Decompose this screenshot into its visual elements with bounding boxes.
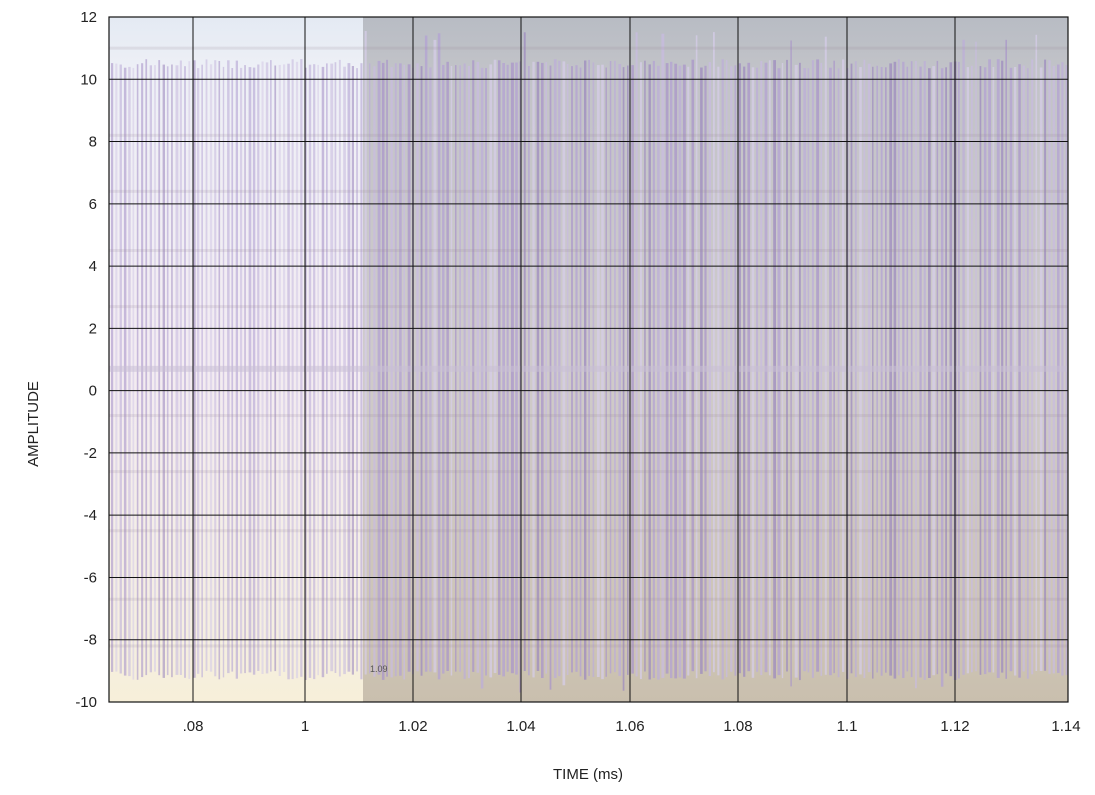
y-tick-label: 8 xyxy=(89,134,97,151)
x-axis-ticks: .08 1 1.02 1.04 1.06 1.08 1.1 1.12 1.14 xyxy=(183,718,1081,735)
x-tick-label: 1.14 xyxy=(1051,718,1080,735)
y-tick-label: -8 xyxy=(84,632,97,649)
y-tick-label: 6 xyxy=(89,196,97,213)
pulse-train-series xyxy=(109,31,1068,693)
x-axis-label: TIME (ms) xyxy=(553,766,623,783)
y-tick-label: 12 xyxy=(80,9,97,26)
x-tick-label: 1.04 xyxy=(506,718,535,735)
y-tick-label: 4 xyxy=(89,258,97,275)
x-tick-label: 1.1 xyxy=(837,718,858,735)
y-tick-label: -10 xyxy=(75,694,97,711)
x-tick-label: 1.08 xyxy=(723,718,752,735)
y-tick-label: -4 xyxy=(84,507,97,524)
y-axis-label: AMPLITUDE xyxy=(25,381,42,467)
y-tick-label: -2 xyxy=(84,445,97,462)
x-tick-label: 1.06 xyxy=(615,718,644,735)
y-tick-label: -6 xyxy=(84,569,97,586)
x-tick-label: 1 xyxy=(301,718,309,735)
x-tick-label: .08 xyxy=(183,718,204,735)
y-axis-ticks: 12 10 8 6 4 2 0 -2 -4 -6 -8 -10 xyxy=(75,9,97,711)
plot-frame xyxy=(108,16,1069,703)
x-tick-label: 1.12 xyxy=(940,718,969,735)
y-tick-label: 10 xyxy=(80,71,97,88)
y-tick-label: 0 xyxy=(89,383,97,400)
plot-area: 1.09 xyxy=(108,16,1069,703)
x-tick-label: 1.02 xyxy=(398,718,427,735)
horizontal-bands xyxy=(109,46,1068,648)
marker-label: 1.09 xyxy=(370,664,388,674)
y-tick-label: 2 xyxy=(89,320,97,337)
